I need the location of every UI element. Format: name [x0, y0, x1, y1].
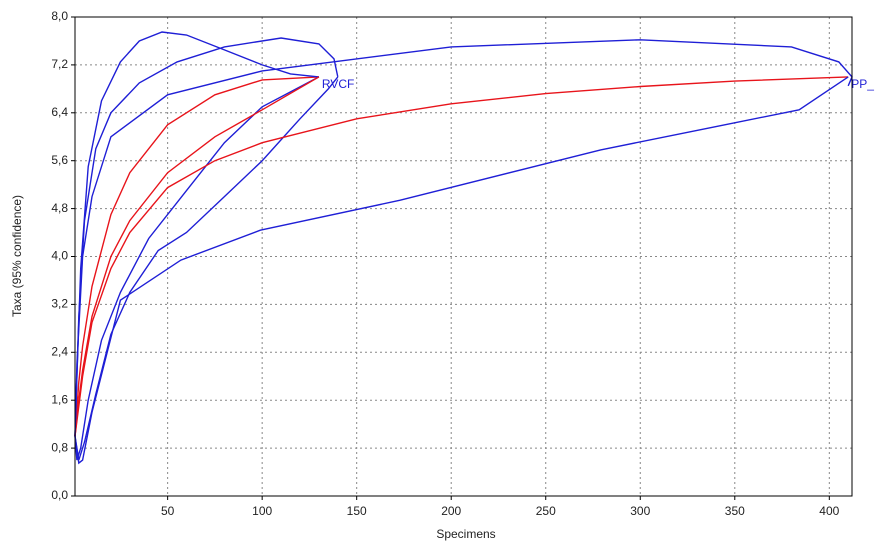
y-tick-label: 0,0 — [51, 488, 68, 502]
curve — [74, 76, 849, 465]
curve — [74, 31, 319, 437]
y-tick-label: 5,6 — [51, 153, 68, 167]
y-tick-label: 0,8 — [51, 440, 68, 454]
y-tick-label: 4,8 — [51, 201, 68, 215]
curve — [74, 76, 339, 461]
plot-frame — [74, 16, 853, 497]
x-tick-label: 350 — [725, 504, 745, 518]
curve — [74, 39, 853, 437]
x-tick-label: 300 — [630, 504, 650, 518]
y-axis-label: Taxa (95% confidence) — [10, 195, 24, 317]
sample-label: PP_ — [851, 77, 874, 91]
y-tick-label: 4,0 — [51, 249, 68, 263]
x-axis-label: Specimens — [436, 527, 495, 541]
y-tick-label: 2,4 — [51, 344, 68, 358]
x-tick-label: 250 — [536, 504, 556, 518]
x-tick-label: 150 — [347, 504, 367, 518]
y-tick-label: 8,0 — [51, 9, 68, 23]
sample-label: RVCF — [322, 77, 354, 91]
curve — [74, 76, 320, 437]
curve — [74, 37, 339, 437]
x-tick-label: 200 — [441, 504, 461, 518]
x-tick-label: 400 — [819, 504, 839, 518]
x-tick-label: 50 — [161, 504, 175, 518]
curve — [74, 76, 319, 437]
y-tick-label: 1,6 — [51, 392, 68, 406]
curve — [74, 76, 320, 461]
y-tick-label: 7,2 — [51, 57, 68, 71]
y-tick-label: 3,2 — [51, 297, 68, 311]
y-tick-label: 6,4 — [51, 105, 68, 119]
x-tick-label: 100 — [252, 504, 272, 518]
curve — [74, 76, 849, 437]
